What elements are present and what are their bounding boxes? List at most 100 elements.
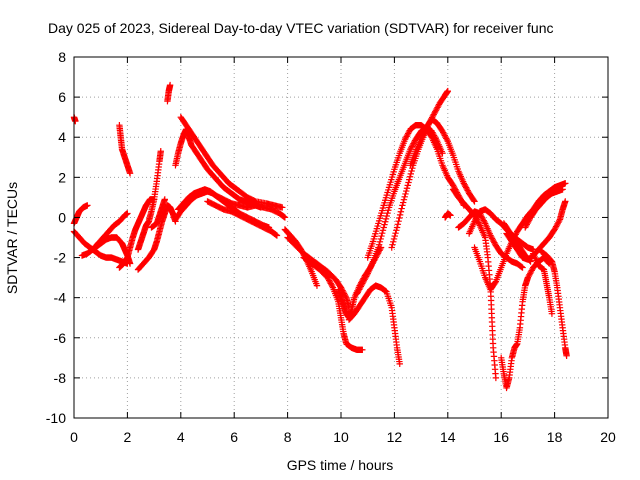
data-point xyxy=(432,107,440,114)
data-point xyxy=(526,270,534,277)
data-point xyxy=(398,205,405,212)
data-point xyxy=(379,227,387,234)
data-point xyxy=(406,173,414,180)
data-point xyxy=(356,284,364,292)
data-point xyxy=(393,227,400,234)
data-point xyxy=(528,267,535,274)
data-point xyxy=(124,210,131,217)
data-point xyxy=(273,232,281,239)
data-point xyxy=(464,187,471,194)
x-tick-label: 2 xyxy=(124,429,132,445)
data-point xyxy=(325,275,332,283)
data-point xyxy=(396,214,403,222)
data-point xyxy=(525,217,533,224)
data-point xyxy=(551,226,558,233)
data-point xyxy=(405,179,412,186)
data-point xyxy=(375,241,383,248)
data-point xyxy=(462,184,470,191)
data-point xyxy=(355,287,362,294)
data-point xyxy=(490,238,497,245)
data-point xyxy=(126,260,134,267)
series-arc-28 xyxy=(449,186,500,382)
data-point xyxy=(552,224,559,232)
data-point xyxy=(395,217,402,225)
data-point xyxy=(403,187,410,195)
data-point xyxy=(491,239,498,246)
data-point xyxy=(279,204,286,211)
data-point xyxy=(447,212,454,219)
series-arc-9 xyxy=(134,148,164,253)
data-point xyxy=(563,352,570,360)
series-arc-11 xyxy=(164,81,174,105)
x-tick-label: 6 xyxy=(230,429,238,445)
data-point xyxy=(402,190,409,198)
series-arc-22 xyxy=(353,123,446,297)
data-point xyxy=(491,279,499,286)
data-point xyxy=(492,374,500,382)
series-arc-36 xyxy=(500,220,534,265)
data-point xyxy=(382,215,390,223)
x-tick-label: 8 xyxy=(284,429,292,445)
series-arc-15 xyxy=(174,186,289,221)
data-point xyxy=(72,117,79,125)
data-point xyxy=(378,230,386,237)
data-point xyxy=(327,280,334,287)
y-tick-label: -10 xyxy=(46,410,66,426)
data-point xyxy=(354,289,361,296)
data-point xyxy=(388,244,395,251)
x-tick-label: 4 xyxy=(177,429,185,445)
series-arc-21 xyxy=(345,282,403,368)
data-point xyxy=(488,235,496,242)
data-point xyxy=(407,170,415,178)
y-tick-label: 6 xyxy=(58,89,66,105)
data-point xyxy=(526,257,534,264)
data-point xyxy=(403,185,411,192)
data-point xyxy=(356,286,363,293)
y-tick-label: 4 xyxy=(58,129,66,145)
series-arc-26 xyxy=(441,210,454,221)
data-point xyxy=(380,224,387,231)
data-point xyxy=(427,132,435,140)
data-point xyxy=(555,219,562,226)
data-point xyxy=(404,131,411,139)
data-point xyxy=(431,109,438,117)
data-point xyxy=(362,273,370,280)
data-point xyxy=(391,232,398,240)
data-point xyxy=(463,185,471,193)
data-point xyxy=(328,281,335,288)
data-point xyxy=(440,129,447,136)
data-point xyxy=(360,277,368,284)
data-point xyxy=(407,146,414,153)
data-point xyxy=(443,136,451,144)
series-arc-19 xyxy=(300,254,366,354)
data-point xyxy=(393,224,401,231)
data-point xyxy=(401,193,408,201)
data-point xyxy=(430,111,437,118)
series-arc-25 xyxy=(407,115,478,205)
x-tick-label: 0 xyxy=(70,429,78,445)
data-point xyxy=(324,274,331,281)
data-point xyxy=(524,219,531,227)
data-point xyxy=(433,105,440,113)
x-tick-label: 20 xyxy=(600,429,616,445)
y-tick-label: 2 xyxy=(58,169,66,185)
data-point xyxy=(548,310,556,317)
data-point xyxy=(472,215,480,222)
x-axis-label: GPS time / hours xyxy=(287,457,394,473)
data-point xyxy=(404,130,412,137)
data-point xyxy=(361,276,368,283)
y-tick-label: -6 xyxy=(54,330,67,346)
data-point xyxy=(408,143,416,150)
chart-title: Day 025 of 2023, Sidereal Day-to-day VTE… xyxy=(48,20,554,36)
data-point xyxy=(442,133,449,141)
y-tick-label: -8 xyxy=(54,370,67,386)
data-point xyxy=(432,108,439,115)
data-point xyxy=(166,81,174,89)
series-arc-18 xyxy=(284,234,353,311)
data-point xyxy=(404,182,411,189)
data-markers xyxy=(70,81,570,392)
y-tick-label: -2 xyxy=(54,250,67,266)
data-point xyxy=(441,132,448,139)
data-point xyxy=(525,272,532,280)
